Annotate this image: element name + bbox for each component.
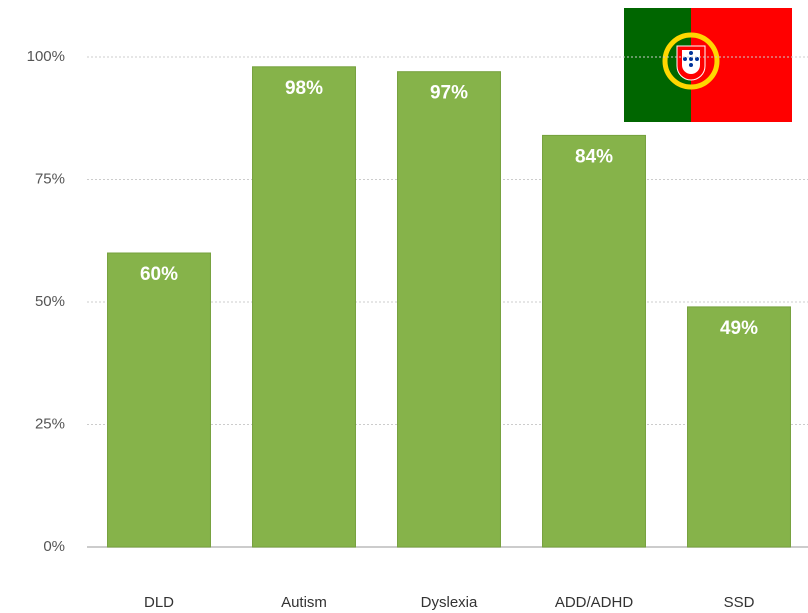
x-tick-label: Autism <box>281 594 327 611</box>
data-label: 97% <box>430 83 468 104</box>
y-tick-label: 75% <box>35 170 65 187</box>
bar <box>252 66 356 548</box>
data-label: 84% <box>575 146 613 167</box>
x-tick-label: ADD/ADHD <box>555 594 634 611</box>
x-tick-label: DLD <box>144 594 174 611</box>
x-tick-label: Dyslexia <box>421 594 478 611</box>
flag <box>624 8 792 122</box>
bar <box>397 71 501 548</box>
x-tick-label: SSD <box>724 594 755 611</box>
data-label: 49% <box>720 318 758 339</box>
y-tick-label: 100% <box>27 48 65 65</box>
data-label: 98% <box>285 78 323 99</box>
bar <box>687 306 791 548</box>
y-tick-label: 0% <box>43 538 65 555</box>
bar <box>107 252 211 548</box>
y-tick-label: 50% <box>35 293 65 310</box>
y-tick-label: 25% <box>35 415 65 432</box>
data-label: 60% <box>140 264 178 285</box>
bar <box>542 134 646 548</box>
